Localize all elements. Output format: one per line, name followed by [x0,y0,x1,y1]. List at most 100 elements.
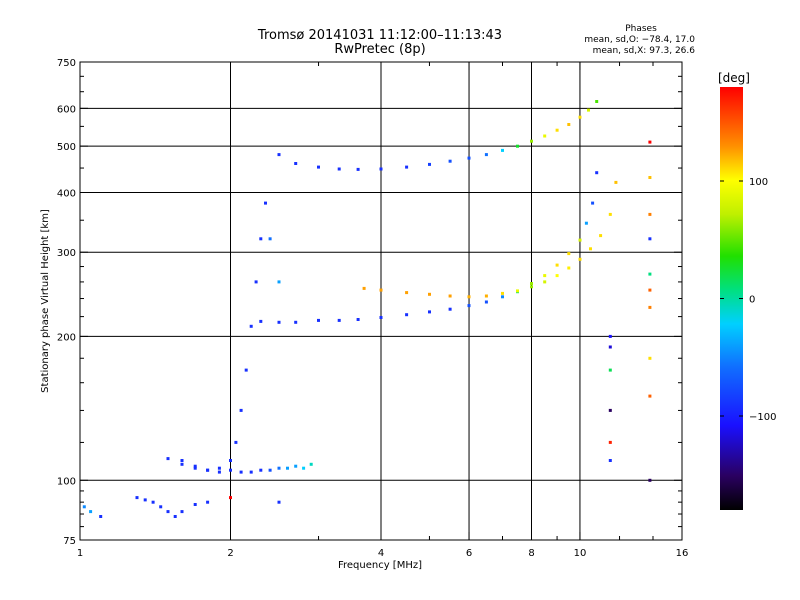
echo-point [648,288,652,292]
echo-point [249,470,253,474]
echo-point [648,356,652,360]
echo-point [286,466,289,470]
echo-point [206,500,210,504]
echo-point [99,515,103,518]
echo-point [217,466,221,470]
echo-point [294,464,298,468]
x-tick-label: 10 [574,548,587,559]
data-points [82,100,652,518]
echo-point [254,280,258,284]
echo-point [259,237,263,241]
echo-point [337,318,341,322]
echo-point [608,440,612,444]
echo-point [501,291,504,295]
y-tick-label: 75 [63,536,76,547]
echo-point [180,462,184,466]
echo-point [193,503,197,506]
echo-point [567,266,571,270]
phase-stats-x: mean, sd,X: 97.3, 26.6 [593,46,696,56]
echo-point [543,280,547,284]
echo-point [229,468,232,472]
echo-point [259,468,263,472]
echo-point [608,212,612,216]
echo-point [379,288,383,292]
echo-point [530,285,533,289]
echo-point [229,496,232,500]
y-tick-label: 200 [57,332,76,343]
phase-stats-title: Phases [625,24,657,34]
echo-point [448,159,452,163]
echo-point [648,394,652,398]
x-ticks: 1 2 4 6 8 10 16 [77,62,688,559]
echo-point [595,171,599,175]
echo-point [648,478,652,482]
echo-point [239,408,243,412]
echo-point [277,466,281,470]
echo-point [648,212,652,216]
echo-point [543,134,547,138]
echo-point [608,368,612,372]
echo-point [516,144,519,148]
echo-point [648,272,652,276]
echo-point [614,180,618,184]
echo-point [173,515,177,518]
echo-point [151,500,155,504]
echo-point [543,274,547,278]
echo-point [277,153,281,157]
echo-point [578,115,582,119]
echo-point [277,320,281,324]
echo-point [362,286,366,290]
echo-point [302,466,306,470]
echo-point [356,318,360,321]
echo-point [608,459,612,462]
x-tick-label: 4 [378,548,384,559]
echo-point [82,505,86,509]
echo-point [467,304,471,308]
echo-point [193,466,197,470]
y-tick-label: 400 [57,188,76,199]
x-axis-label: Frequency [MHz] [338,560,422,571]
x-tick-label: 6 [466,548,472,559]
echo-point [234,440,238,444]
echo-point [555,128,559,132]
echo-point [206,468,210,472]
colorbar-ticks: 100 0 −100 [720,177,776,423]
echo-point [591,201,595,205]
echo-point [229,459,232,462]
echo-point [648,237,652,241]
y-tick-label: 750 [57,58,76,69]
echo-point [608,345,612,349]
echo-point [567,252,571,256]
echo-point [405,313,409,317]
y-ticks: 75 100 200 300 400 500 600 750 [57,58,682,547]
echo-point [259,319,263,323]
echo-point [317,318,320,322]
echo-point [484,300,488,304]
y-tick-label: 500 [57,142,76,153]
echo-point [555,274,559,278]
echo-point [587,108,590,112]
y-axis-label: Stationary phase Virtual Height [km] [40,209,51,393]
echo-point [166,510,170,514]
echo-point [239,470,243,474]
echo-point [294,162,298,165]
echo-point [516,289,519,293]
echo-point [648,305,652,309]
colorbar-tick-label: 0 [749,295,755,306]
y-tick-label: 600 [57,104,76,115]
echo-point [337,167,341,171]
echo-point [555,263,559,267]
x-tick-label: 1 [77,548,83,559]
y-tick-label: 100 [57,476,76,487]
colorbar [720,87,743,510]
echo-point [405,165,409,169]
echo-point [379,316,383,319]
echo-point [180,459,184,462]
echo-point [530,139,533,143]
echo-point [309,462,313,466]
echo-point [249,324,253,328]
echo-point [484,153,488,157]
echo-point [501,148,504,152]
echo-point [599,234,603,238]
echo-point [608,334,612,338]
